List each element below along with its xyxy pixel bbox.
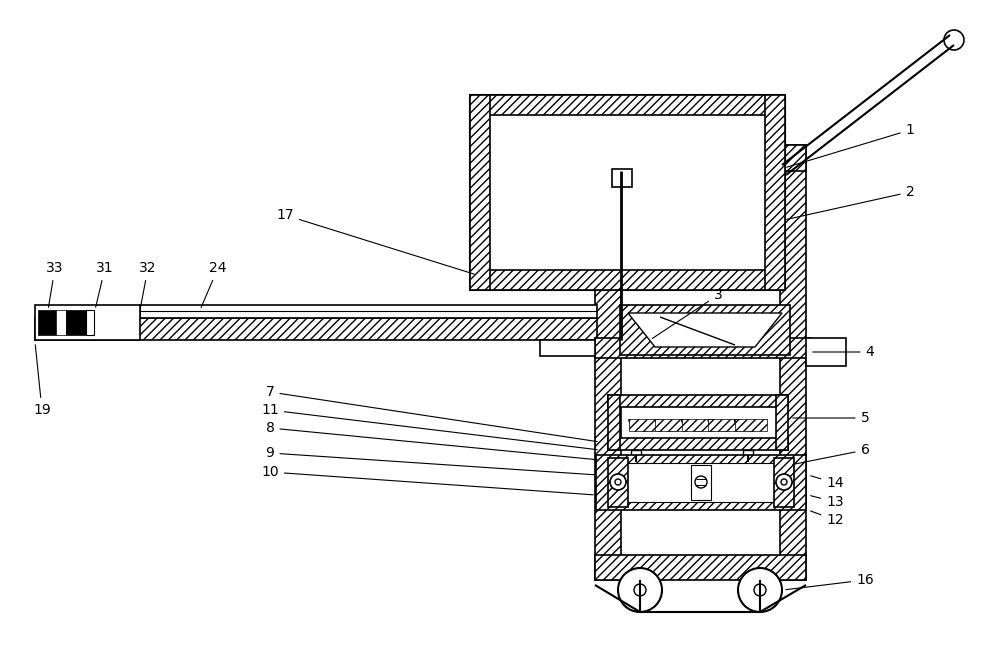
- Circle shape: [618, 568, 662, 612]
- Circle shape: [610, 474, 626, 490]
- Bar: [612, 169, 632, 187]
- Bar: [35, 305, 140, 340]
- Bar: [595, 338, 810, 358]
- Bar: [540, 340, 595, 356]
- Circle shape: [634, 584, 646, 596]
- Bar: [595, 555, 806, 580]
- Bar: [780, 145, 806, 580]
- Bar: [140, 305, 597, 318]
- Circle shape: [754, 584, 766, 596]
- Bar: [470, 270, 785, 290]
- Bar: [608, 458, 628, 507]
- Bar: [470, 95, 785, 115]
- Text: 1: 1: [787, 123, 914, 167]
- Text: 4: 4: [813, 345, 874, 359]
- Circle shape: [944, 30, 964, 50]
- Text: 14: 14: [811, 476, 844, 490]
- Text: 16: 16: [786, 573, 874, 590]
- Bar: [608, 395, 620, 450]
- Bar: [765, 95, 785, 290]
- Circle shape: [781, 479, 787, 485]
- Bar: [66, 310, 86, 335]
- Text: 13: 13: [811, 495, 844, 509]
- Bar: [56, 310, 66, 335]
- Circle shape: [695, 476, 707, 488]
- Circle shape: [615, 479, 621, 485]
- Bar: [743, 450, 753, 462]
- Bar: [682, 419, 714, 431]
- Bar: [774, 458, 794, 507]
- Text: 33: 33: [46, 261, 64, 307]
- Text: 11: 11: [261, 403, 597, 450]
- Text: 6: 6: [793, 443, 869, 465]
- Text: 8: 8: [266, 421, 597, 459]
- Bar: [608, 438, 788, 450]
- Text: 24: 24: [201, 261, 227, 307]
- Bar: [776, 395, 788, 450]
- Bar: [806, 338, 846, 366]
- Text: 5: 5: [793, 411, 869, 425]
- Bar: [691, 465, 711, 500]
- Bar: [708, 419, 740, 431]
- Bar: [595, 145, 621, 580]
- Text: 10: 10: [261, 465, 593, 495]
- Bar: [38, 310, 56, 335]
- Bar: [655, 419, 687, 431]
- Bar: [620, 305, 790, 355]
- Text: 7: 7: [266, 385, 597, 441]
- Bar: [614, 463, 788, 502]
- Circle shape: [738, 568, 782, 612]
- Bar: [631, 450, 641, 462]
- Text: 9: 9: [266, 446, 595, 475]
- Text: 3: 3: [652, 288, 722, 338]
- Text: 19: 19: [33, 345, 51, 417]
- Bar: [35, 318, 597, 340]
- Bar: [608, 395, 788, 407]
- Bar: [86, 310, 94, 335]
- Bar: [735, 419, 767, 431]
- Text: 17: 17: [276, 208, 474, 274]
- Polygon shape: [628, 313, 782, 347]
- Bar: [470, 95, 785, 290]
- Text: 32: 32: [139, 261, 157, 307]
- Bar: [595, 145, 806, 171]
- Bar: [629, 419, 661, 431]
- Text: 2: 2: [787, 185, 914, 220]
- Text: 12: 12: [811, 511, 844, 527]
- Text: 31: 31: [96, 261, 114, 307]
- Bar: [470, 95, 490, 290]
- Bar: [596, 455, 806, 510]
- Circle shape: [776, 474, 792, 490]
